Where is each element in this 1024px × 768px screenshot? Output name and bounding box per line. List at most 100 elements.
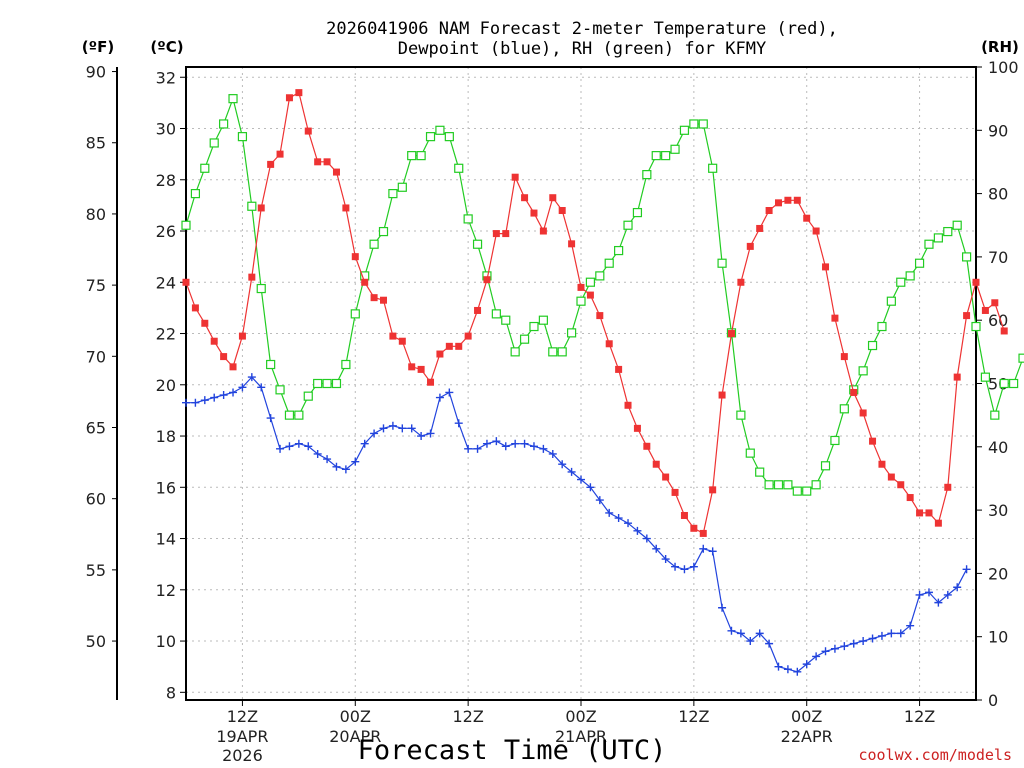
rh-line xyxy=(185,96,1024,492)
dewpoint-point xyxy=(247,373,256,382)
rh-tick-label: 80 xyxy=(988,185,1008,204)
rh-point xyxy=(190,189,201,199)
temperature-point xyxy=(775,199,782,207)
dewpoint-point xyxy=(802,660,811,669)
celsius-tick-label: 26 xyxy=(156,222,176,241)
temperature-point xyxy=(981,306,989,314)
temperature-point xyxy=(568,240,576,248)
rh-tick-label: 40 xyxy=(988,438,1008,457)
celsius-axis: 32 30 28 26 24 22 20 18 16 14 12 10 8 xyxy=(156,68,186,702)
temperature-point xyxy=(351,253,359,261)
rh-point xyxy=(980,372,991,382)
temperature-point xyxy=(718,391,726,399)
dewpoint-point xyxy=(388,421,397,430)
celsius-tick-label: 16 xyxy=(156,478,176,497)
rh-point xyxy=(472,239,483,249)
rh-tick-label: 20 xyxy=(988,564,1008,583)
rh-point xyxy=(858,366,868,376)
dewpoint-point xyxy=(877,631,886,640)
rh-point xyxy=(952,220,962,230)
temperature-point xyxy=(342,204,350,212)
temperature-point xyxy=(925,509,933,517)
rh-point xyxy=(717,258,727,268)
temperature-point xyxy=(897,481,905,489)
celsius-tick-label: 32 xyxy=(156,68,176,87)
rh-point xyxy=(877,321,887,332)
rh-point xyxy=(971,321,981,332)
rh-point xyxy=(313,378,323,389)
rh-point xyxy=(792,486,802,496)
dewpoint-point xyxy=(294,439,303,448)
dewpoint-point xyxy=(548,449,557,458)
rh-point xyxy=(266,359,276,370)
temperature-point xyxy=(586,291,594,299)
temperature-point xyxy=(380,296,387,304)
dewpoint-point xyxy=(849,639,858,648)
x-axis-title: Forecast Time (UTC) xyxy=(358,735,667,766)
rh-tick-label: 10 xyxy=(988,628,1008,647)
rh-point xyxy=(933,233,943,243)
dewpoint-point xyxy=(266,414,275,423)
temperature-point xyxy=(577,283,585,291)
temperature-point xyxy=(521,194,529,202)
rh-point xyxy=(510,347,520,357)
credit-link[interactable]: coolwx.com/models xyxy=(858,746,1012,764)
temperature-point xyxy=(803,214,811,222)
rh-unit-label: (RH) xyxy=(981,38,1019,56)
dewpoint-point xyxy=(633,526,642,535)
rh-point xyxy=(435,125,445,135)
temperature-point xyxy=(389,332,397,340)
rh-point xyxy=(501,315,511,325)
rh-point xyxy=(764,480,774,490)
temperature-point xyxy=(182,278,190,286)
dewpoint-point xyxy=(313,449,322,458)
rh-point xyxy=(388,189,398,199)
rh-point xyxy=(689,119,699,129)
rh-point xyxy=(397,182,407,192)
temperature-point xyxy=(370,294,378,302)
rh-point xyxy=(237,132,248,142)
rh-point xyxy=(632,207,643,218)
dewpoint-point xyxy=(840,642,849,651)
rh-point xyxy=(331,378,342,389)
rh-point xyxy=(444,132,454,142)
temperature-point xyxy=(727,330,735,338)
rh-series xyxy=(181,94,1024,496)
temperature-line xyxy=(185,91,1005,535)
temperature-point xyxy=(314,158,322,166)
dewpoint-point xyxy=(924,588,933,597)
dewpoint-point xyxy=(276,444,285,453)
dewpoint-point xyxy=(943,590,952,599)
rh-point xyxy=(905,271,915,281)
rh-point xyxy=(614,245,624,256)
rh-point xyxy=(576,296,586,306)
rh-point xyxy=(209,138,219,148)
celsius-tick-label: 12 xyxy=(156,581,176,600)
dewpoint-point xyxy=(407,424,416,433)
dewpoint-point xyxy=(398,424,407,433)
temperature-point xyxy=(191,304,199,312)
rh-point xyxy=(820,461,831,471)
rh-point xyxy=(830,435,840,446)
dewpoint-point xyxy=(896,629,905,638)
rh-point xyxy=(642,170,652,180)
rh-point xyxy=(623,220,633,230)
rh-point xyxy=(454,163,464,173)
dewpoint-point xyxy=(492,437,501,446)
temperature-point xyxy=(323,158,331,166)
dewpoint-point xyxy=(586,483,595,492)
temperature-point xyxy=(756,224,764,232)
time-tick-label: 12Z xyxy=(904,707,935,726)
dewpoint-point xyxy=(332,462,341,471)
temperature-point xyxy=(304,127,312,135)
temperature-point xyxy=(916,509,924,517)
rh-point xyxy=(557,347,567,357)
rh-point xyxy=(548,347,558,357)
dewpoint-point xyxy=(915,590,924,599)
dewpoint-point xyxy=(595,496,604,505)
rh-point xyxy=(999,378,1009,389)
dewpoint-point xyxy=(200,396,209,405)
dewpoint-point xyxy=(539,444,548,453)
temperature-point xyxy=(615,365,623,373)
